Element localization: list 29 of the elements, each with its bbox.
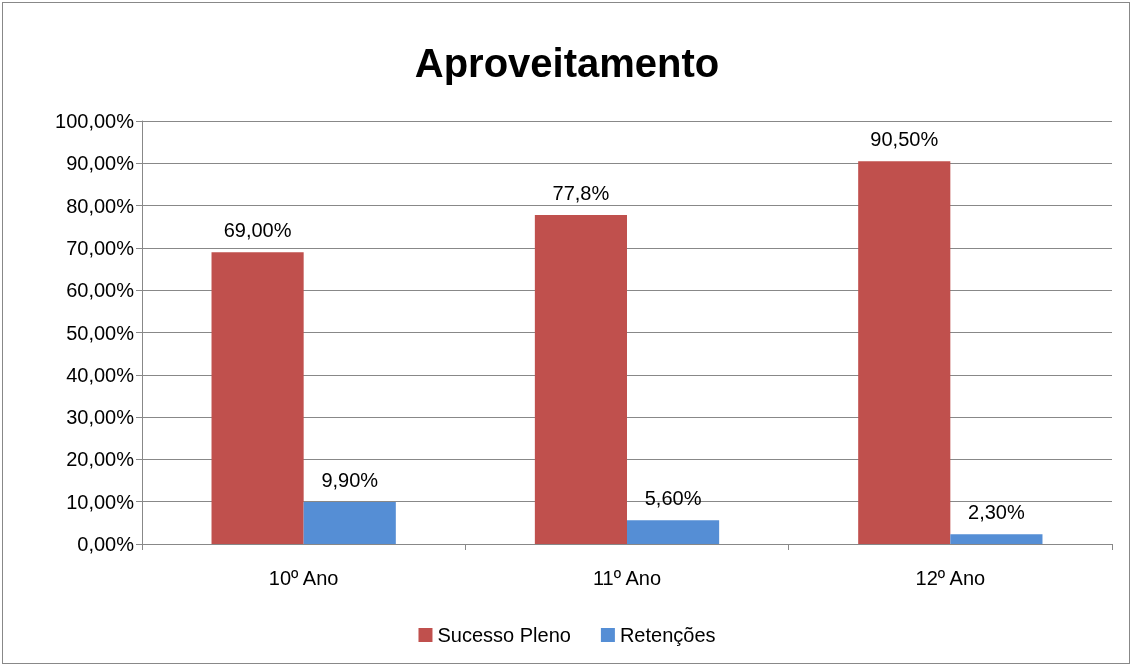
y-tick-label: 30,00% <box>66 406 135 429</box>
y-tick-label: 60,00% <box>66 279 135 302</box>
x-tick-label: 10º Ano <box>268 567 339 589</box>
legend-label: Retenções <box>619 624 716 646</box>
chart-title: Aproveitamento <box>414 41 720 85</box>
bar <box>627 520 720 544</box>
y-tick-label: 0,00% <box>77 533 135 555</box>
bar <box>211 252 304 544</box>
bar <box>534 214 627 544</box>
data-label: 69,00% <box>223 219 292 242</box>
y-tick-label: 70,00% <box>66 236 135 259</box>
data-label: 2,30% <box>968 501 1025 524</box>
y-tick-label: 20,00% <box>66 448 135 471</box>
bar <box>950 534 1043 544</box>
data-label: 90,50% <box>870 128 939 151</box>
y-tick-label: 90,00% <box>66 152 135 175</box>
y-tick-label: 40,00% <box>66 363 135 386</box>
data-label: 9,90% <box>321 469 379 492</box>
y-tick-label: 50,00% <box>66 321 135 344</box>
y-tick-label: 100,00% <box>55 110 135 132</box>
x-tick-label: 12º Ano <box>915 567 986 589</box>
data-label: 5,60% <box>644 487 702 510</box>
bar <box>303 502 396 544</box>
y-tick-label: 10,00% <box>66 490 135 513</box>
data-label: 77,8% <box>552 181 610 204</box>
bar <box>858 161 951 544</box>
x-tick-label: 11º Ano <box>592 567 662 589</box>
y-tick-label: 80,00% <box>66 194 135 217</box>
legend-label: Sucesso Pleno <box>437 624 571 646</box>
